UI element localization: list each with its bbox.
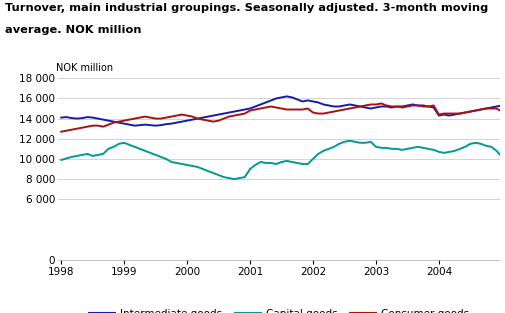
Legend: Intermediate goods, Capital goods, Consumer goods: Intermediate goods, Capital goods, Consu… <box>84 305 474 313</box>
Text: average. NOK million: average. NOK million <box>5 25 141 35</box>
Text: Turnover, main industrial groupings. Seasonally adjusted. 3-month moving: Turnover, main industrial groupings. Sea… <box>5 3 488 13</box>
Text: NOK million: NOK million <box>56 63 113 73</box>
